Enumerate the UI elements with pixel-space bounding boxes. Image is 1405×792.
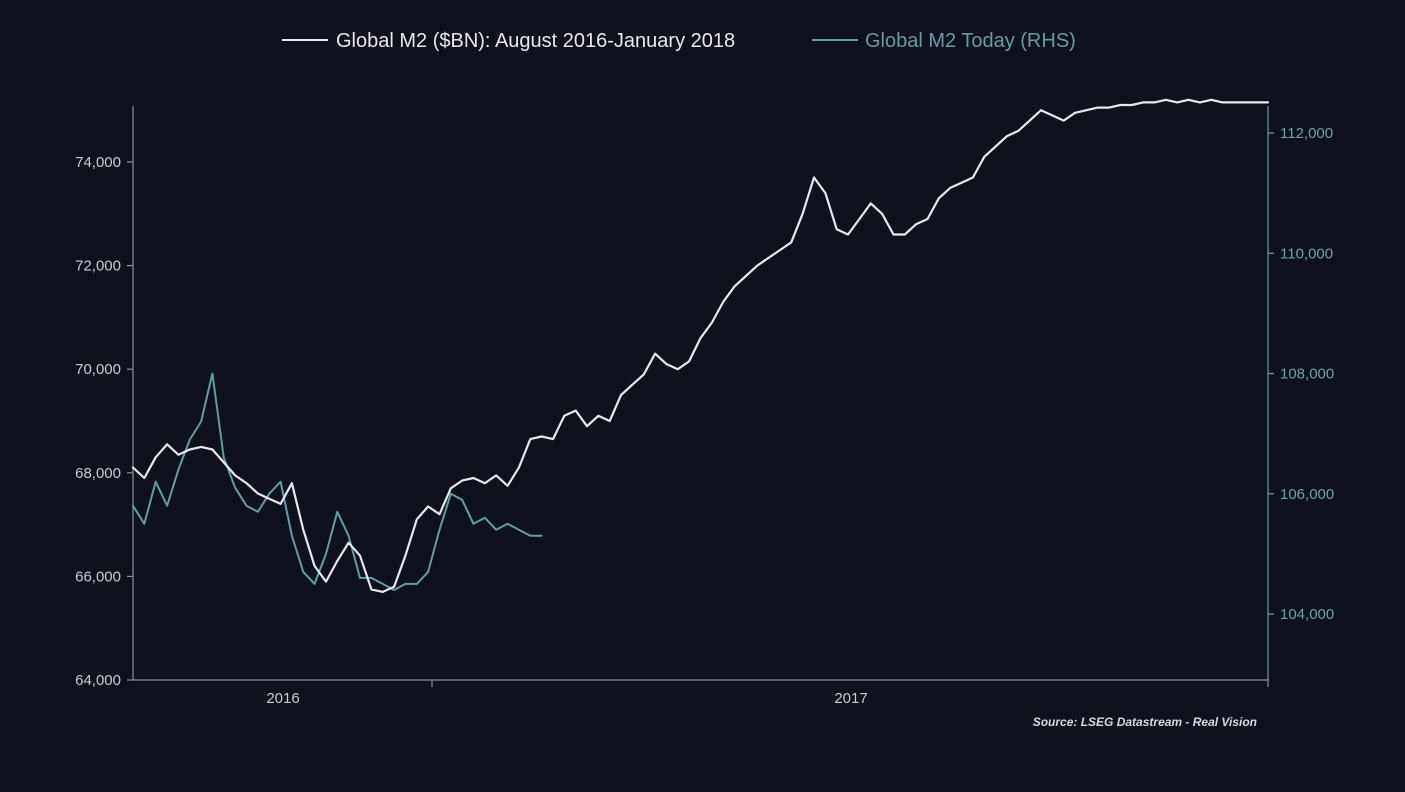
axes — [132, 106, 1269, 687]
left-y-tick-label: 64,000 — [75, 672, 121, 689]
right-y-tick-label: 108,000 — [1280, 366, 1334, 383]
x-tick-label-2016: 2016 — [266, 690, 299, 707]
right-y-ticks: 104,000 106,000 108,000 110,000 112,000 — [1268, 125, 1334, 623]
legend-label-global-m2: Global M2 ($BN): August 2016-January 201… — [336, 30, 735, 52]
left-y-tick-label: 74,000 — [75, 154, 121, 171]
x-tick-label-2017: 2017 — [834, 690, 867, 707]
source-note: Source: LSEG Datastream - Real Vision — [1033, 715, 1257, 729]
left-y-tick-label: 72,000 — [75, 258, 121, 275]
x-ticks: 2016 2017 — [266, 690, 867, 707]
legend: Global M2 ($BN): August 2016-January 201… — [282, 30, 1076, 52]
left-y-tick-label: 66,000 — [75, 568, 121, 585]
series-line-global-m2-today — [132, 372, 543, 591]
right-y-tick-label: 104,000 — [1280, 606, 1334, 623]
series-line-global-m2 — [131, 98, 1270, 594]
left-y-ticks: 64,000 66,000 68,000 70,000 72,000 74,000 — [75, 154, 133, 689]
right-y-tick-label: 112,000 — [1280, 125, 1333, 142]
legend-label-global-m2-today: Global M2 Today (RHS) — [865, 30, 1076, 52]
left-y-tick-label: 68,000 — [75, 465, 121, 482]
right-y-tick-label: 106,000 — [1280, 486, 1334, 503]
series-layer — [131, 98, 1270, 594]
left-y-tick-label: 70,000 — [75, 361, 121, 378]
right-y-tick-label: 110,000 — [1280, 245, 1333, 262]
